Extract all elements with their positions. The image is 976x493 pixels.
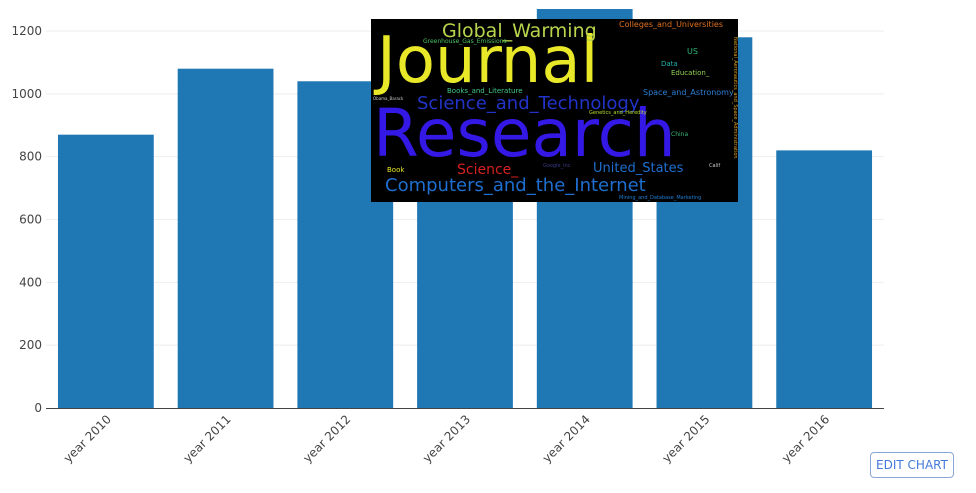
wordcloud-word: Greenhouse_Gas_Emissions bbox=[423, 38, 507, 45]
wordcloud-word: Science_and_Technology bbox=[417, 93, 640, 114]
wordcloud-word: China bbox=[671, 131, 689, 138]
bar[interactable] bbox=[177, 68, 274, 408]
wordcloud-word: Book bbox=[387, 166, 405, 174]
y-tick-label: 1000 bbox=[11, 87, 42, 101]
wordcloud-word: Books_and_Literature bbox=[447, 87, 523, 95]
x-tick-label: year 2014 bbox=[540, 412, 593, 465]
wordcloud-word: United_States bbox=[593, 161, 684, 176]
bar[interactable] bbox=[57, 134, 154, 409]
wordcloud-word: Mining_and_Database_Marketing bbox=[619, 195, 702, 201]
wordcloud-word: Genetics_and_Heredity bbox=[589, 110, 647, 116]
wordcloud-word: National_Aeronautics_and_Space_Administr… bbox=[732, 37, 738, 159]
bar[interactable] bbox=[776, 150, 873, 408]
x-tick-label: year 2011 bbox=[181, 412, 234, 465]
x-tick-label: year 2016 bbox=[779, 412, 832, 465]
wordcloud-word: Science_ bbox=[457, 162, 519, 178]
wordcloud-word: Computers_and_the_Internet bbox=[385, 175, 646, 196]
y-tick-label: 0 bbox=[34, 401, 42, 415]
y-tick-label: 400 bbox=[19, 275, 42, 289]
wordcloud-word: Research bbox=[373, 95, 676, 172]
wordcloud-word: Data bbox=[661, 60, 678, 68]
word-cloud-image: Journal Research Global_Warming Science_… bbox=[371, 19, 738, 202]
x-tick-label: year 2010 bbox=[61, 412, 114, 465]
y-tick-label: 800 bbox=[19, 150, 42, 164]
wordcloud-word: Obama_Barack bbox=[373, 96, 404, 101]
y-tick-label: 1200 bbox=[11, 24, 42, 38]
x-tick-label: year 2012 bbox=[300, 412, 353, 465]
x-tick-label: year 2013 bbox=[420, 412, 473, 465]
wordcloud-word: Colleges_and_Universities bbox=[619, 20, 723, 29]
wordcloud-word: Google_Inc bbox=[543, 163, 571, 169]
wordcloud-word: Global_Warming bbox=[442, 20, 597, 42]
wordcloud-word: US bbox=[687, 47, 698, 56]
y-tick-label: 200 bbox=[19, 338, 42, 352]
wordcloud-word: Space_and_Astronomy bbox=[643, 88, 734, 97]
y-tick-label: 600 bbox=[19, 213, 42, 227]
bar-layer bbox=[57, 9, 873, 409]
wordcloud-word: Calif bbox=[709, 163, 721, 169]
wordcloud-word: Journal bbox=[377, 24, 599, 98]
wordcloud-word: Education_ bbox=[671, 69, 710, 77]
edit-chart-button[interactable]: EDIT CHART bbox=[870, 452, 954, 478]
x-tick-label: year 2015 bbox=[659, 412, 712, 465]
